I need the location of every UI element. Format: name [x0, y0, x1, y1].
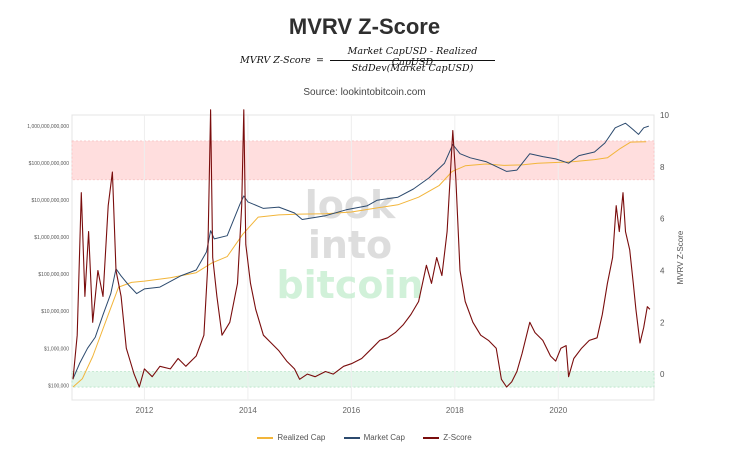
y-right-tick-label: 10	[660, 111, 669, 120]
watermark-word: into	[308, 223, 392, 267]
top-band	[71, 140, 655, 181]
y-left-tick-label: $10,000,000	[41, 309, 69, 315]
legend-swatch-realized-cap	[257, 436, 274, 439]
legend-label-z-score: Z-Score	[443, 433, 472, 442]
formula: MVRV Z-Score = Market CapUSD - Realized …	[0, 46, 729, 76]
legend-label-market-cap: Market Cap	[363, 433, 405, 442]
y-left-tick-label: $100,000,000,000	[29, 161, 70, 167]
y-left-tick-label: 1,000,000,000,000	[27, 124, 69, 130]
legend-swatch-market-cap	[343, 436, 360, 439]
x-tick-label: 2014	[239, 406, 257, 415]
formula-lhs: MVRV Z-Score	[240, 55, 311, 66]
y-left-tick-label: $100,000	[48, 383, 69, 389]
chart-source: Source: lookintobitcoin.com	[303, 87, 426, 98]
formula-numerator: Market CapUSD - Realized CapUSD	[347, 46, 478, 68]
y-left-tick-label: $10,000,000,000	[31, 198, 69, 204]
formula-equals: =	[316, 55, 324, 66]
market-cap-line	[72, 122, 649, 379]
y-right-axis-label: MVRV Z-Score	[676, 230, 685, 284]
formula-denominator: StdDev(Market CapUSD)	[351, 63, 474, 74]
y-right-tick-label: 0	[660, 370, 665, 379]
formula-fraction-bar	[330, 60, 495, 61]
legend-label-realized-cap: Realized Cap	[277, 433, 326, 442]
bottom-band	[71, 371, 655, 388]
y-left-tick-label: $1,000,000	[44, 346, 69, 352]
x-tick-label: 2018	[446, 406, 464, 415]
legend-swatch-z-score	[423, 436, 440, 439]
z-score-line	[72, 109, 651, 388]
x-tick-label: 2020	[549, 406, 567, 415]
x-tick-label: 2016	[342, 406, 360, 415]
legend-item-z-score[interactable]: Z-Score	[423, 433, 472, 442]
legend-item-realized-cap[interactable]: Realized Cap	[257, 433, 325, 442]
chart-title: MVRV Z-Score	[288, 14, 441, 39]
x-tick-label: 2012	[136, 406, 154, 415]
legend-item-market-cap[interactable]: Market Cap	[343, 433, 405, 442]
y-right-tick-label: 2	[660, 318, 665, 327]
watermark-word: bitcoin	[276, 263, 423, 307]
y-left-tick-label: $100,000,000	[38, 272, 69, 278]
y-right-tick-label: 4	[660, 266, 665, 275]
y-right-tick-label: 8	[660, 163, 665, 172]
watermark-word: look	[305, 183, 396, 227]
y-right-tick-label: 6	[660, 215, 665, 224]
chart-legend: Realized Cap Market Cap Z-Score	[0, 433, 729, 442]
y-left-tick-label: $1,000,000,000	[34, 235, 69, 241]
